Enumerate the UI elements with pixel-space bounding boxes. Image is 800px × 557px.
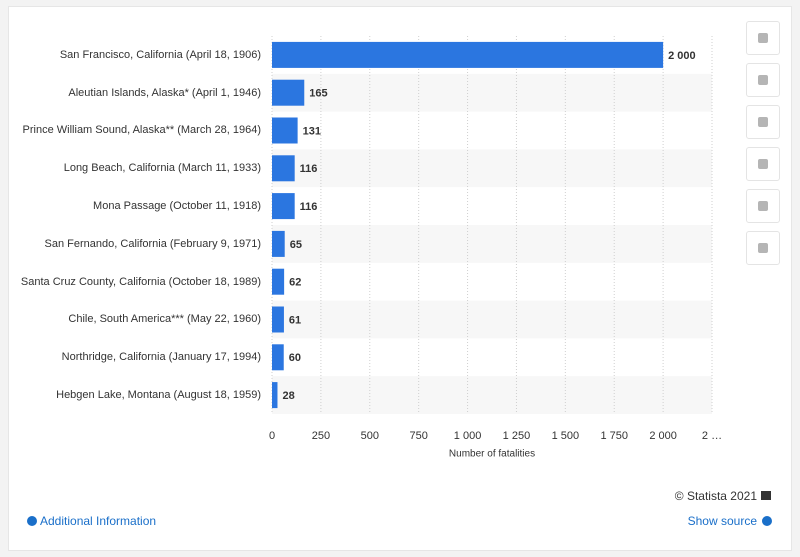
y-tick-label: San Francisco, California (April 18, 190… [59, 48, 261, 61]
row-stripe [272, 300, 712, 339]
additional-information-link[interactable]: Additional Information [40, 514, 157, 528]
copyright: © Statista 2021 [674, 489, 757, 503]
y-tick-label: Mona Passage (October 11, 1918) [93, 200, 261, 213]
print-button[interactable] [746, 231, 780, 265]
bar [272, 117, 298, 144]
y-tick-label: Long Beach, California (March 11, 1933) [63, 162, 261, 175]
x-tick-label: 1 750 [600, 430, 628, 442]
x-tick-label: 1 000 [454, 430, 482, 442]
x-tick-label: 0 [269, 430, 275, 442]
row-stripe [272, 73, 712, 112]
x-tick-label: 500 [361, 430, 379, 442]
bar [272, 41, 664, 68]
value-label: 62 [289, 277, 301, 289]
x-tick-label: 1 500 [552, 430, 580, 442]
value-label: 60 [289, 352, 301, 364]
info-icon [762, 516, 772, 526]
bar [272, 344, 284, 371]
flag-icon [761, 491, 771, 500]
bar [272, 382, 278, 409]
y-tick-label: Santa Cruz County, California (October 1… [20, 275, 261, 288]
x-tick-label: 750 [409, 430, 427, 442]
row-stripe [272, 149, 712, 188]
show-source-link[interactable]: Show source [687, 514, 757, 528]
bar [272, 230, 285, 257]
bar [272, 306, 284, 333]
row-stripe [272, 376, 712, 414]
info-icon [27, 516, 37, 526]
value-label: 2 000 [668, 50, 696, 62]
value-label: 165 [309, 88, 327, 100]
bar [272, 155, 295, 182]
share-button[interactable] [746, 147, 780, 181]
value-label: 116 [300, 201, 318, 213]
value-label: 65 [290, 239, 302, 251]
bar [272, 268, 285, 295]
value-label: 116 [300, 163, 318, 175]
x-axis-title: Number of fatalities [449, 449, 535, 460]
row-stripe [272, 225, 712, 263]
y-tick-label: San Fernando, California (February 9, 19… [44, 237, 261, 250]
bar [272, 193, 295, 220]
y-tick-label: Northridge, California (January 17, 1994… [61, 351, 261, 364]
value-label: 61 [289, 314, 301, 326]
x-tick-label: 1 250 [503, 430, 531, 442]
y-tick-label: Prince William Sound, Alaska** (March 28… [22, 124, 261, 137]
cite-button[interactable] [746, 189, 780, 223]
x-tick-label: 2 … [702, 430, 722, 442]
value-label: 131 [303, 125, 321, 137]
y-tick-label: Aleutian Islands, Alaska* (April 1, 1946… [68, 86, 261, 99]
notification-button[interactable] [746, 63, 780, 97]
y-tick-label: Hebgen Lake, Montana (August 18, 1959) [56, 389, 261, 402]
y-tick-label: Chile, South America*** (May 22, 1960) [68, 313, 261, 326]
favorite-button[interactable] [746, 21, 780, 55]
settings-button[interactable] [746, 105, 780, 139]
bar [272, 79, 305, 106]
value-label: 28 [282, 390, 294, 402]
x-tick-label: 250 [312, 430, 330, 442]
x-tick-label: 2 000 [649, 430, 677, 442]
